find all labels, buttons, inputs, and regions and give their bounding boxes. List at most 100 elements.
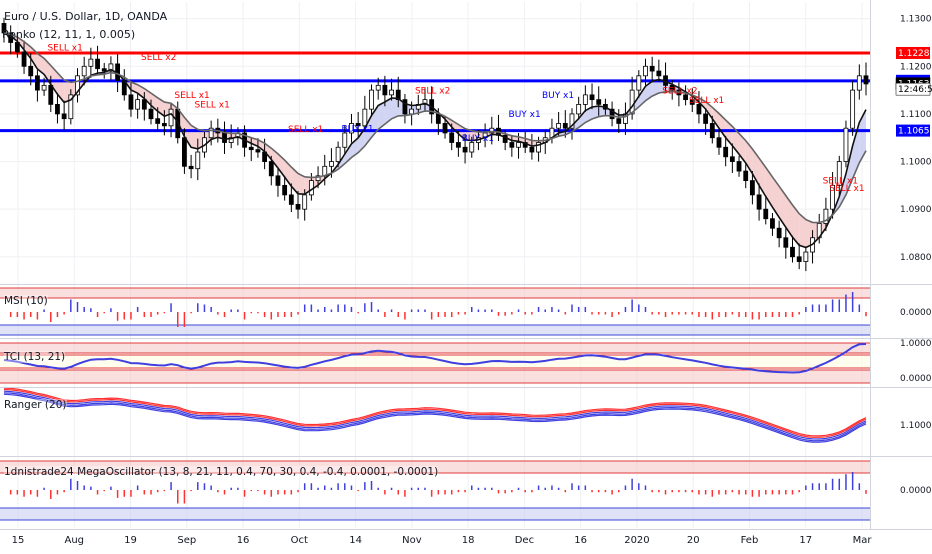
ranger-band-line (3, 392, 867, 442)
price-tick: 1.13000 (900, 15, 932, 25)
candle (529, 146, 535, 153)
candle (369, 89, 374, 110)
candle (796, 256, 802, 262)
time-tick: 20 (687, 535, 700, 546)
price-tick: 1.11000 (900, 110, 932, 120)
candle (362, 108, 368, 127)
candle (656, 70, 662, 77)
candle (168, 108, 174, 127)
candle (308, 180, 314, 196)
candle (228, 137, 234, 143)
candle (81, 65, 87, 77)
price-tick: 1.08000 (900, 253, 932, 263)
indicator-band (0, 288, 870, 298)
candle (282, 184, 288, 196)
tci-indicator-label[interactable]: TCI (13, 21) (4, 351, 66, 363)
candle (649, 65, 655, 72)
candle (790, 246, 795, 258)
ma-cloud-segment (779, 186, 786, 228)
indicator-bands (0, 287, 870, 521)
time-tick: 16 (237, 535, 250, 546)
ma-cloud-segment (585, 106, 593, 123)
megaoscillator-indicator-label[interactable]: 1dnistrade24 MegaOscillator (13, 8, 21, … (4, 466, 439, 478)
ma-cloud-segment (184, 117, 192, 148)
candle (582, 94, 588, 105)
candle (95, 58, 100, 70)
candle (509, 142, 515, 148)
candle (21, 51, 27, 67)
ranger-band-line (3, 393, 867, 443)
renko-settings-label[interactable]: Renko (12, 11, 1, 0.005) (2, 28, 136, 41)
time-tick: Feb (741, 535, 759, 546)
candle (48, 84, 54, 105)
candle (783, 237, 789, 248)
signal-label: SELL x2 (415, 86, 450, 96)
candle (1, 23, 7, 34)
candle (636, 75, 642, 91)
ma-cloud-segment (792, 205, 800, 246)
candle (743, 170, 749, 182)
ma-cloud-segment (298, 173, 305, 195)
ma-cloud-segment (151, 93, 158, 112)
candle (188, 165, 194, 170)
time-axis[interactable]: 15 Aug 19 Sep 16 Oct 14 Nov 18 Dec 16 2020 20 Feb 17 Ma… (12, 535, 873, 546)
candle (763, 208, 769, 220)
candle (469, 142, 475, 153)
candle (856, 75, 862, 91)
signal-label: SELL x1 (829, 184, 864, 194)
candle (208, 127, 214, 139)
candle (288, 194, 294, 205)
candle (703, 113, 709, 124)
msi-indicator-label[interactable]: MSI (10) (4, 295, 48, 307)
candle (28, 65, 34, 77)
candle (863, 75, 869, 85)
ranger-band-line (3, 388, 867, 438)
pane-dividers[interactable] (0, 0, 932, 530)
ma-cloud-segment (384, 97, 392, 125)
price-label: 12:46:52 (898, 85, 932, 95)
candle (749, 180, 755, 196)
candle (756, 194, 762, 210)
ma-cloud-segment (852, 122, 860, 179)
ma-cloud-segment (284, 160, 292, 187)
indicator-band (0, 343, 870, 353)
candle (803, 251, 809, 262)
ranger-indicator-label[interactable]: Ranger (20) (4, 399, 67, 411)
time-tick: 14 (349, 535, 362, 546)
candle (729, 156, 735, 162)
candle (449, 132, 455, 143)
candle (489, 127, 495, 134)
candle (823, 208, 829, 224)
grid-lines (0, 2, 870, 528)
candle (696, 103, 702, 115)
signal-label: BUY x1 (341, 124, 373, 134)
time-tick: Nov (402, 535, 422, 546)
candle (302, 194, 308, 210)
indicator-band (0, 508, 870, 520)
ma-cloud-segment (799, 213, 806, 248)
indicator-band (0, 325, 870, 335)
candle (843, 127, 849, 162)
candle (335, 146, 341, 162)
candle (268, 161, 274, 177)
candle (616, 118, 622, 124)
time-tick: Aug (65, 535, 85, 546)
signal-label: SELL x2 (662, 86, 697, 96)
candle (248, 146, 254, 151)
chart-title[interactable]: Euro / U.S. Dollar, 1D, OANDA (4, 10, 168, 23)
ma-cloud-segment (44, 58, 51, 85)
indicator-series (3, 292, 867, 504)
signal-label: SELL x1 (689, 96, 724, 106)
candle (315, 175, 321, 182)
horizontal-levels[interactable] (0, 51, 870, 133)
candle (569, 113, 575, 129)
candle (375, 84, 381, 91)
candle (435, 113, 441, 124)
candle (295, 204, 301, 210)
candle (556, 123, 562, 129)
time-tick: Oct (291, 535, 308, 546)
